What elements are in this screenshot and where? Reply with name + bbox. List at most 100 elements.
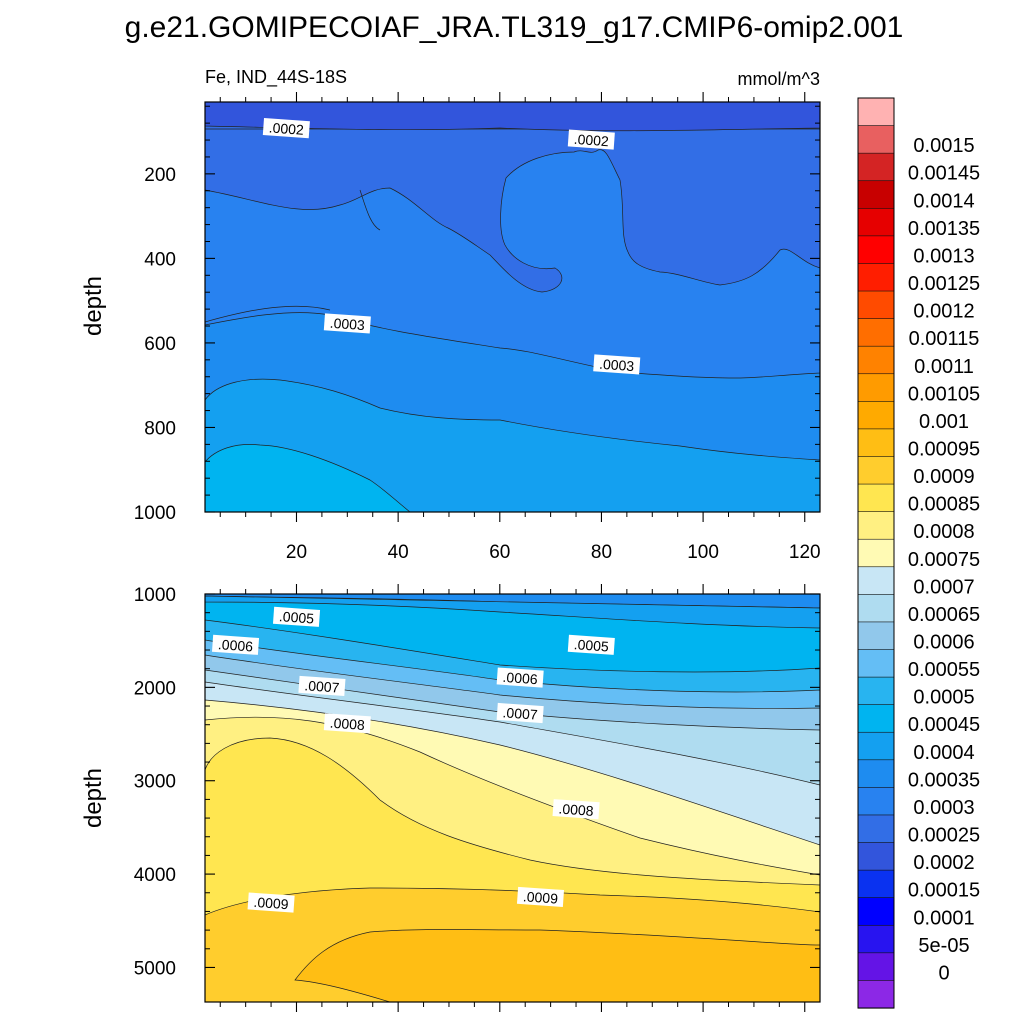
colorbar-label: 0.0002 <box>913 852 974 874</box>
colorbar-swatch <box>857 290 895 320</box>
colorbar-swatch <box>857 897 895 926</box>
contour-label-box <box>496 667 544 688</box>
colorbar-label: 0.0012 <box>913 301 974 323</box>
colorbar-swatch <box>857 649 895 678</box>
xtick-label: 20 <box>286 542 307 563</box>
colorbar-swatch <box>857 180 895 209</box>
contour-label-box <box>247 892 295 913</box>
upper-ytick-label: 600 <box>144 334 176 355</box>
upper-frame <box>204 101 821 513</box>
contour-label-box <box>272 606 321 627</box>
contour-label: .0009 <box>247 892 295 913</box>
colorbar-label: 0.00095 <box>908 438 980 460</box>
contour-label-text: .0003 <box>599 356 635 374</box>
colorbar-swatch <box>857 538 895 568</box>
upper-variable-label: Fe, IND_44S-18S <box>205 67 347 88</box>
contour-label: .0007 <box>496 702 544 724</box>
contour-label-text: .0008 <box>558 800 594 818</box>
xtick-label: 80 <box>591 542 612 563</box>
colorbar-swatch <box>857 263 895 292</box>
colorbar-label: 0.001 <box>919 411 969 433</box>
colorbar-swatch <box>857 345 895 375</box>
contour-label: .0007 <box>298 675 346 697</box>
colorbar-swatch <box>857 208 895 237</box>
contour-label-box <box>298 675 346 697</box>
colorbar-swatch <box>857 401 895 430</box>
colorbar-swatch <box>857 318 895 347</box>
colorbar-label: 0.00135 <box>908 218 980 240</box>
contour-label-box <box>262 118 310 139</box>
lower-ytick-label: 1000 <box>134 585 176 606</box>
upper-band-0004 <box>204 444 411 513</box>
colorbar-swatch <box>857 428 895 458</box>
lower-band-0004 <box>204 595 821 629</box>
colorbar-swatch <box>857 152 895 182</box>
colorbar-label: 0.00065 <box>908 604 980 626</box>
colorbar-label: 0.00015 <box>908 880 980 902</box>
xtick-label: 60 <box>489 542 510 563</box>
colorbar-label: 0.0014 <box>913 190 974 212</box>
colorbar-label: 5e-05 <box>918 935 969 957</box>
contour-label: .0002 <box>262 118 310 139</box>
colorbar-swatch <box>857 731 895 761</box>
colorbar-swatch <box>857 566 895 595</box>
lower-ytick-label: 5000 <box>134 958 176 979</box>
colorbar-swatch <box>857 125 895 154</box>
colorbar-swatch <box>857 235 895 265</box>
colorbar-label: 0.00145 <box>908 163 980 185</box>
colorbar-label: 0.0011 <box>914 356 974 378</box>
contour-label: .0005 <box>272 606 321 627</box>
contour-label-box <box>593 354 641 375</box>
lower-ytick-label: 2000 <box>134 678 176 699</box>
contour-label-text: .0005 <box>573 636 609 654</box>
contour-label: .0005 <box>567 634 615 655</box>
contour-label-box <box>516 886 565 908</box>
colorbar-swatch <box>857 759 895 788</box>
lower-panel: depth .0005.0006.0007.0008.0005.0006.000… <box>80 584 821 1012</box>
figure-title: g.e21.GOMIPECOIAF_JRA.TL319_g17.CMIP6-om… <box>125 11 904 44</box>
contour-label-text: .0007 <box>502 704 538 722</box>
contour-label: .0006 <box>211 634 260 655</box>
contour-label: .0008 <box>552 799 600 820</box>
contour-label-box <box>323 313 371 334</box>
contour-label-text: .0003 <box>329 315 365 333</box>
upper-ytick-label: 1000 <box>134 503 176 524</box>
upper-ylabel: depth <box>80 276 107 336</box>
colorbar-label: 0.00085 <box>908 494 980 516</box>
colorbar-label: 0.0001 <box>913 907 974 929</box>
contour-label-text: .0008 <box>329 715 365 733</box>
colorbar-swatch <box>857 621 895 651</box>
contour-label-box <box>323 713 371 734</box>
lower-ylabel: depth <box>80 768 107 828</box>
colorbar-swatch <box>857 842 895 871</box>
upper-ytick-label: 800 <box>144 418 176 439</box>
lower-ytick-label: 3000 <box>134 772 176 793</box>
colorbar-label: 0.0009 <box>913 466 974 488</box>
colorbar-swatch <box>857 511 895 540</box>
colorbar-swatch <box>857 456 895 485</box>
colorbar-swatch <box>857 952 895 982</box>
colorbar-swatch <box>857 869 895 899</box>
upper-x-ticks: 20 40 60 80 100 120 <box>219 92 821 563</box>
contour-label: .0003 <box>593 354 641 375</box>
upper-contour-labels: .0002 .0002 .0003 .0003 <box>262 118 641 375</box>
colorbar-swatch <box>857 704 895 733</box>
colorbar-label: 0.00125 <box>908 273 980 295</box>
contour-label-text: .0006 <box>217 636 253 654</box>
contour-label-text: .0009 <box>253 894 289 912</box>
contour-label-text: .0005 <box>278 608 314 626</box>
colorbar-swatch <box>857 373 895 402</box>
upper-ytick-label: 200 <box>144 165 176 186</box>
lower-ytick-label: 4000 <box>134 865 176 886</box>
colorbar-label: 0.0015 <box>913 135 974 157</box>
colorbar-label: 0.00115 <box>909 328 980 350</box>
colorbar-frame <box>857 97 895 1009</box>
colorbar-label: 0.00025 <box>908 825 980 847</box>
contour-label-text: .0009 <box>522 888 558 906</box>
xtick-label: 40 <box>388 542 409 563</box>
contour-label-text: .0007 <box>304 677 340 695</box>
colorbar-swatch <box>857 924 895 954</box>
contour-label: .0008 <box>323 713 371 734</box>
colorbar-label: 0.0007 <box>913 576 974 598</box>
